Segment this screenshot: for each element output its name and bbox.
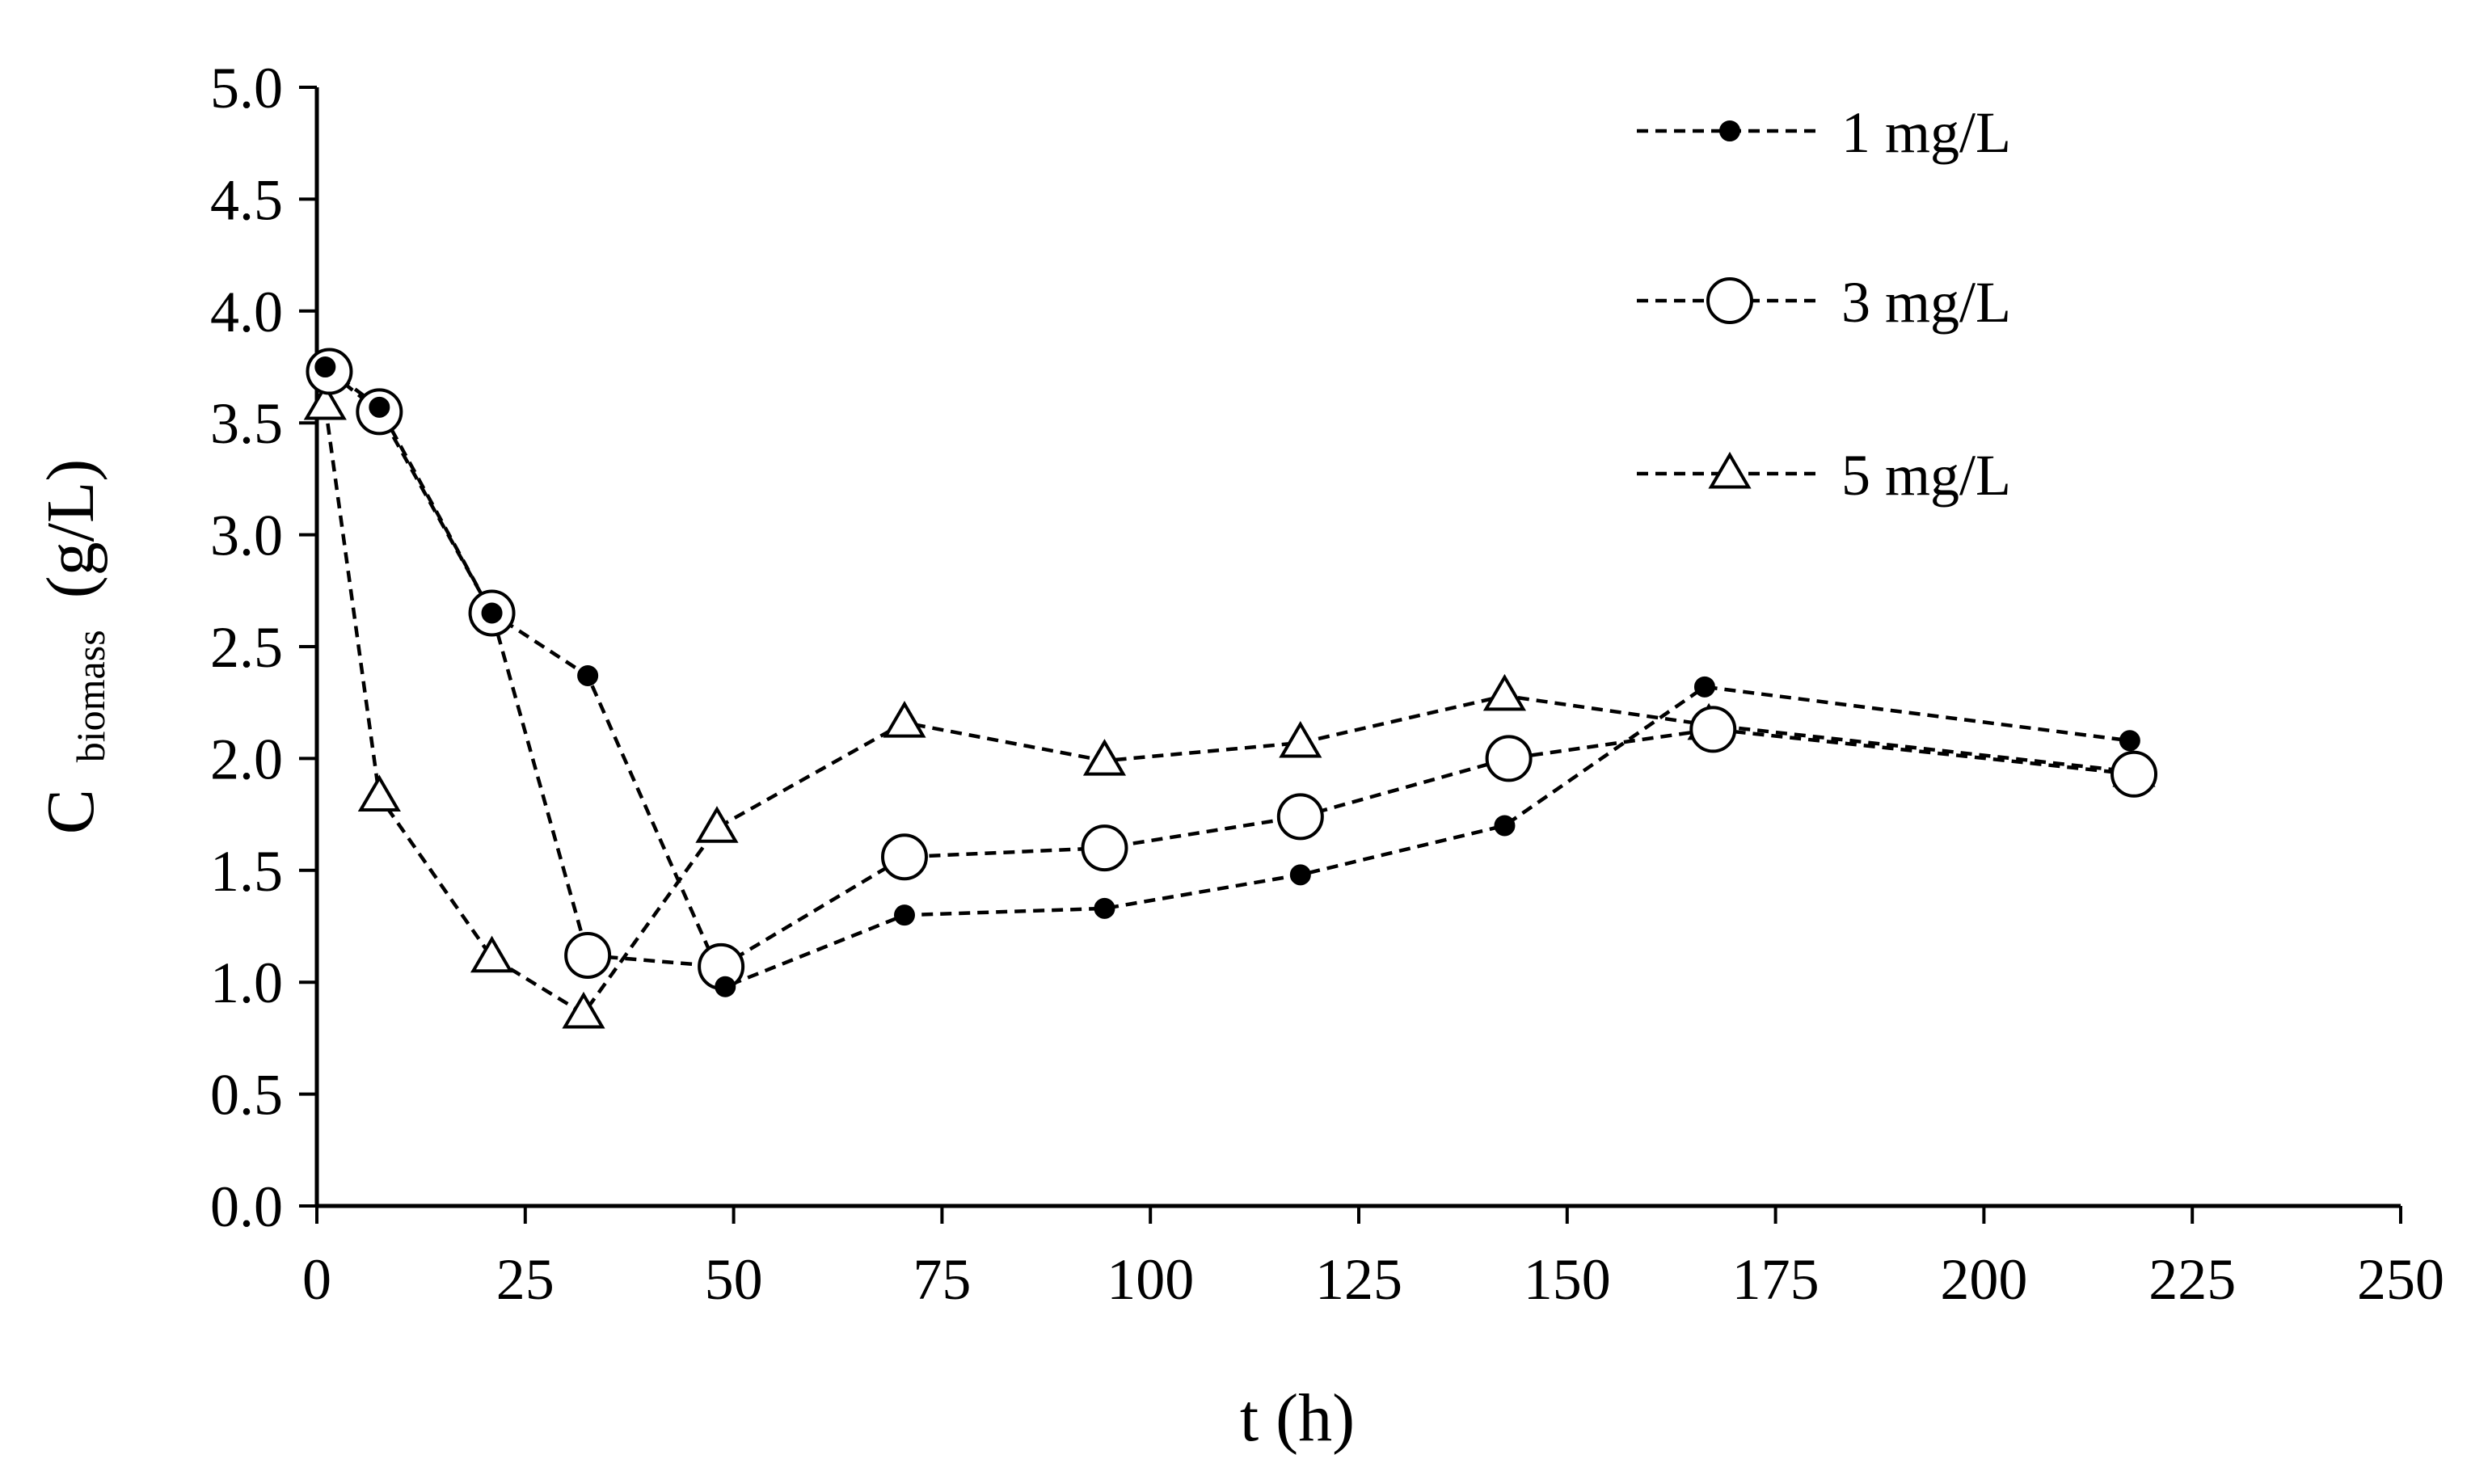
open-triangle-marker [470,935,514,973]
legend-open-triangle-marker [1708,451,1752,489]
open-triangle-marker [1082,739,1127,776]
y-tick-label: 0.0 [210,1174,283,1239]
open-circle-marker [1485,735,1533,782]
filled-circle-marker [1094,897,1115,919]
open-circle-marker [880,833,928,881]
y-axis-title-main: C [33,789,108,834]
legend-item: 1 mg/L [1637,100,2011,165]
x-tick-label: 250 [2357,1247,2444,1312]
legend-label: 5 mg/L [1841,443,2011,508]
x-axis-ticks: 0 25 50 75 100 125 150 175 200 225 250 [302,1206,2444,1312]
y-tick-label: 2.0 [210,727,283,791]
open-circle-marker [2110,750,2158,798]
y-tick-label: 1.5 [210,839,283,904]
filled-circle-marker [369,396,390,418]
open-triangle-marker [883,701,926,738]
y-tick-label: 3.0 [210,504,283,568]
series-markers [303,348,2158,1029]
x-axis-title: t (h) [1240,1381,1355,1456]
plot-area: 0.0 0.5 1.0 1.5 2.0 2.5 3.0 3.5 4.0 4.5 5.0 0 25 50 7… [210,56,2444,1312]
y-axis-title-unit: (g/L) [33,459,108,599]
x-tick-label: 125 [1315,1247,1402,1312]
filled-circle-marker [577,664,599,686]
filled-circle-marker [715,976,736,997]
x-tick-label: 25 [496,1247,554,1312]
legend-label: 3 mg/L [1841,270,2011,335]
filled-circle-marker [893,904,915,926]
y-tick-label: 2.5 [210,615,283,680]
x-tick-label: 0 [302,1247,331,1312]
data-series [303,348,2158,1029]
x-tick-label: 225 [2148,1247,2236,1312]
legend-item: 3 mg/L [1637,270,2011,335]
filled-circle-marker [1289,864,1311,886]
filled-circle-marker [314,356,336,377]
open-circle-marker [564,931,612,979]
x-tick-label: 50 [705,1247,763,1312]
open-triangle-marker [1279,720,1322,758]
open-circle-marker [1276,793,1324,841]
open-circle-marker [1081,824,1128,872]
filled-circle-marker [1693,676,1715,698]
legend-filled-circle-marker [1719,120,1740,141]
open-triangle-marker [303,382,347,420]
x-tick-label: 150 [1524,1247,1611,1312]
y-tick-label: 0.5 [210,1063,283,1128]
y-tick-label: 4.5 [210,167,283,232]
filled-circle-marker [481,602,503,624]
x-tick-label: 175 [1732,1247,1820,1312]
legend-label: 1 mg/L [1841,100,2011,165]
series-points-1 [314,356,2140,997]
y-axis-title: C biomass (g/L) [33,459,120,835]
legend-item: 5 mg/L [1637,443,2011,508]
x-tick-label: 75 [913,1247,971,1312]
x-tick-label: 100 [1107,1247,1194,1312]
open-triangle-marker [695,806,739,843]
y-tick-label: 5.0 [210,56,283,120]
open-triangle-marker [1482,673,1527,711]
open-triangle-marker [357,774,401,812]
y-tick-label: 4.0 [210,280,283,344]
y-axis-title-subscript: biomass [68,630,113,762]
x-tick-label: 200 [1940,1247,2027,1312]
open-triangle-marker [562,991,605,1029]
filled-circle-marker [2119,730,2140,752]
filled-circle-marker [1494,815,1516,837]
series-line-2 [328,369,2135,969]
y-tick-label: 1.0 [210,951,283,1015]
series-points-2 [306,348,2158,990]
y-tick-label: 3.5 [210,391,283,456]
legend-open-circle-marker [1706,277,1753,324]
legend: 1 mg/L 3 mg/L 5 mg/L [1637,100,2011,508]
y-axis-title-text: C biomass (g/L) [33,459,120,835]
y-axis-ticks: 0.0 0.5 1.0 1.5 2.0 2.5 3.0 3.5 4.0 4.5 5.0 [210,56,317,1239]
open-circle-marker [1689,706,1737,753]
